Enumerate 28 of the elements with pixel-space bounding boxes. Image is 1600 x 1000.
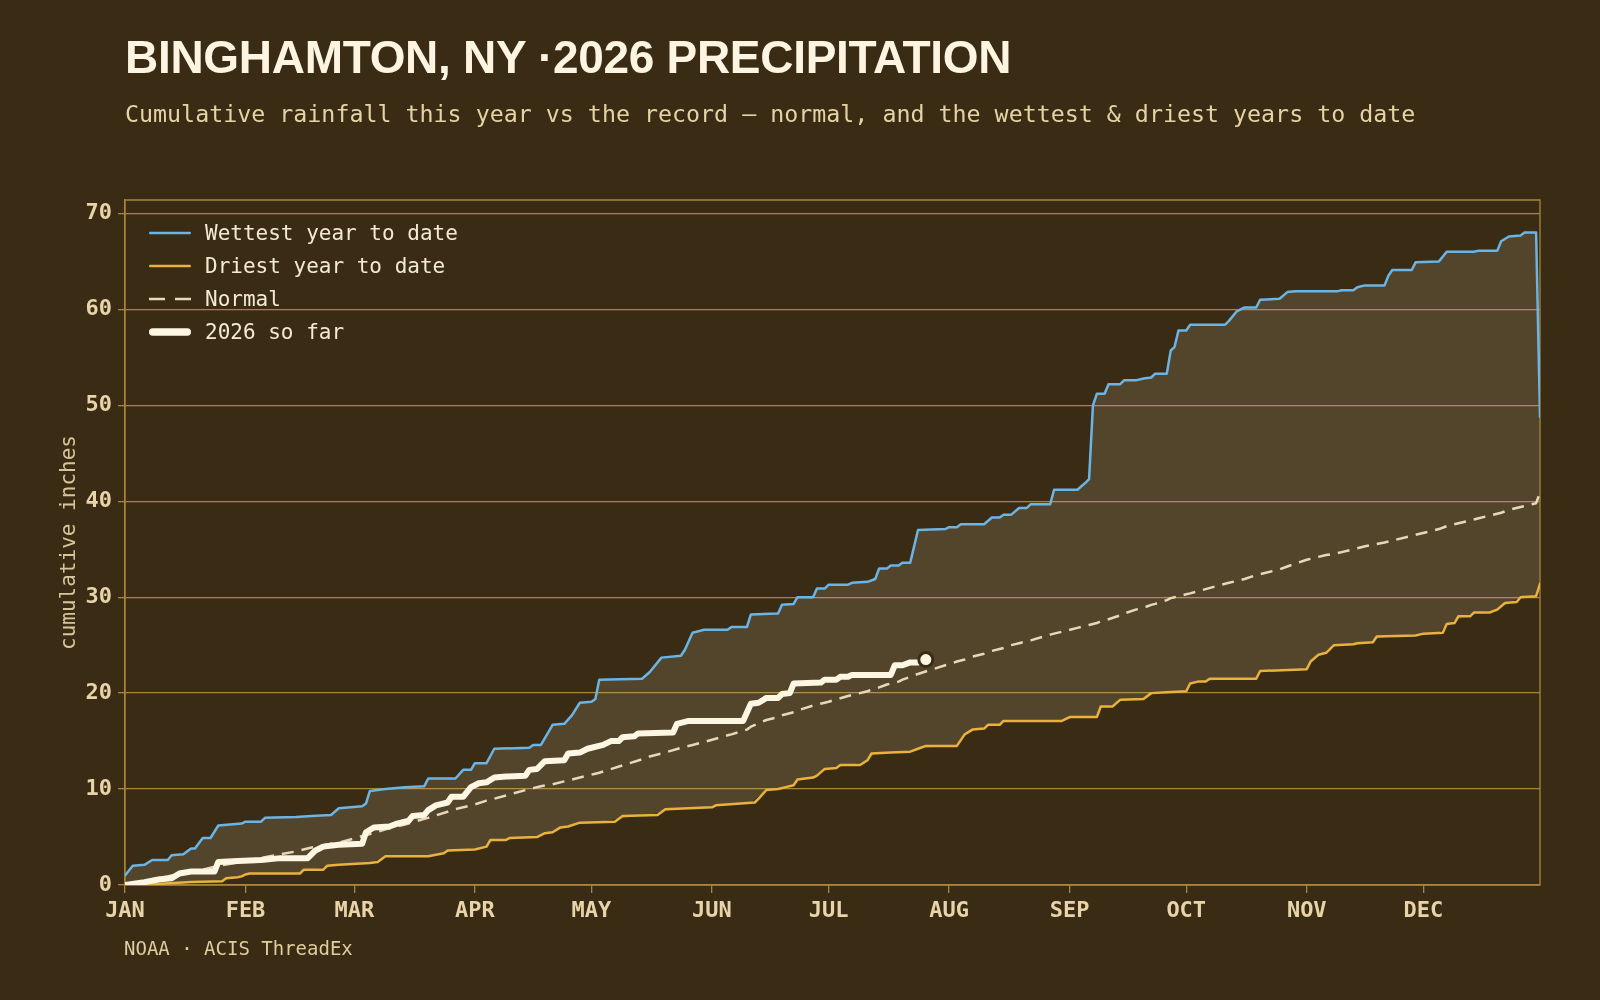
x-tick-label: MAY (571, 896, 613, 922)
y-tick-label: 60 (85, 295, 112, 321)
y-tick-label: 50 (85, 391, 112, 417)
legend-label: 2026 so far (205, 319, 345, 344)
legend-label: Normal (205, 286, 281, 311)
legend-label: Wettest year to date (205, 221, 458, 246)
y-tick-label: 40 (85, 486, 112, 512)
x-tick-label: MAR (334, 896, 375, 922)
x-tick-label: OCT (1166, 896, 1207, 922)
legend-label: Driest year to date (205, 254, 446, 279)
x-tick-label: JAN (105, 896, 145, 922)
chart-title: BINGHAMTON, NY ·2026 PRECIPITATION (125, 31, 1012, 83)
y-tick-label: 0 (98, 870, 112, 896)
x-tick-label: FEB (225, 896, 266, 922)
x-tick-label: AUG (929, 896, 969, 922)
y-tick-label: 30 (85, 582, 112, 608)
x-tick-label: JUN (692, 896, 732, 922)
x-tick-label: NOV (1286, 896, 1327, 922)
x-tick-label: SEP (1049, 896, 1090, 922)
y-axis-title: cumulative inches (56, 435, 81, 650)
chart-subtitle: Cumulative rainfall this year vs the record — normal, and the wettest & driest years to date (125, 100, 1416, 127)
x-tick-label: JUL (808, 896, 849, 922)
y-tick-label: 20 (85, 678, 112, 704)
text: NOAA · ACIS ThreadEx (124, 937, 353, 959)
x-tick-label: DEC (1403, 896, 1444, 922)
x-tick-label: APR (454, 896, 496, 922)
y-tick-label: 70 (85, 199, 112, 225)
y-tick-label: 10 (85, 774, 112, 800)
